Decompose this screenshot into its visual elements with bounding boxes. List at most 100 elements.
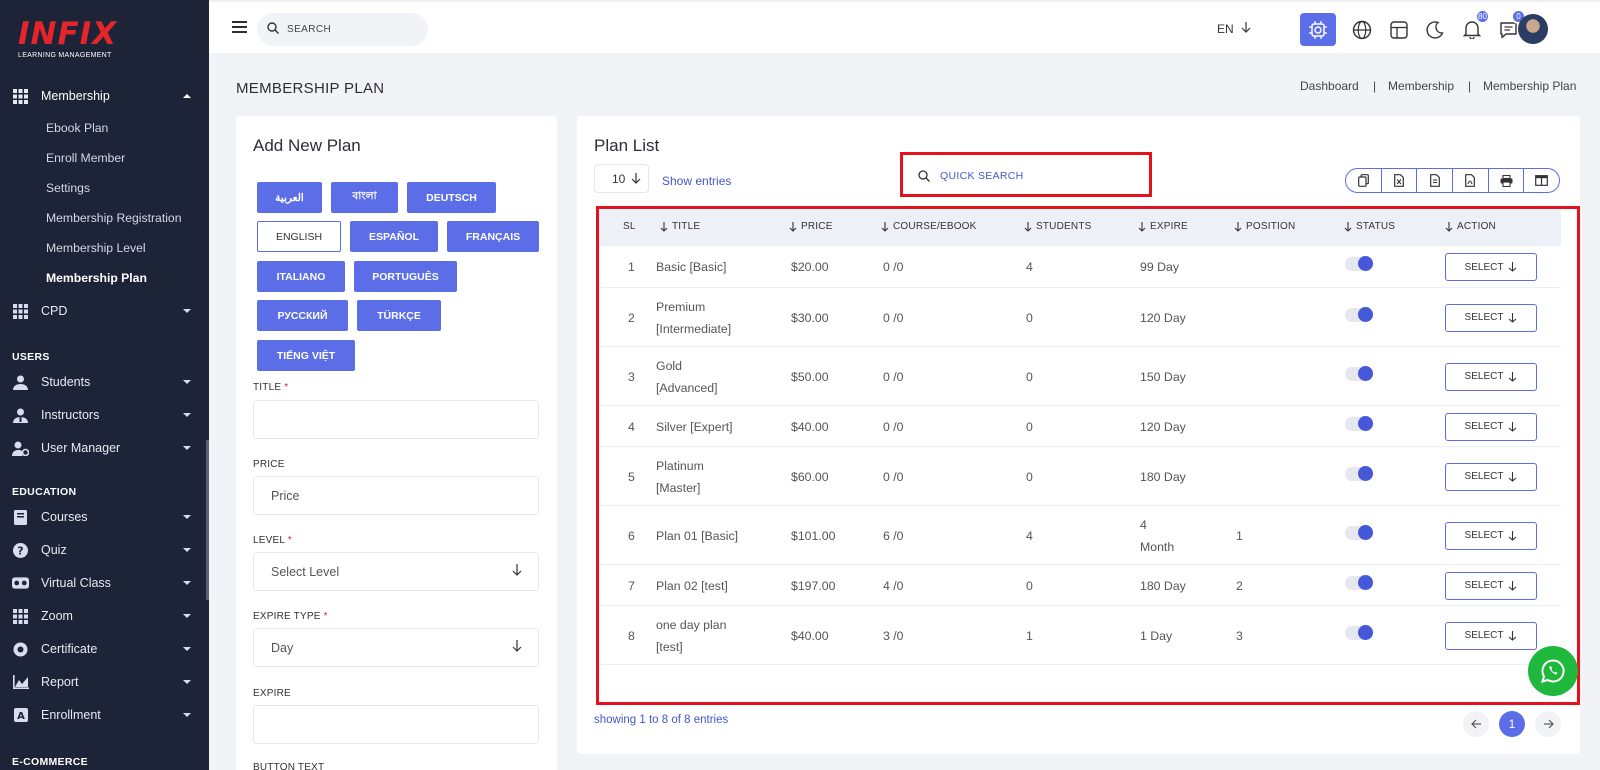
select-action-button[interactable]: SELECT [1445,412,1537,441]
csv-button[interactable] [1417,169,1454,192]
entries-select[interactable]: 10 [594,164,649,193]
lang-tab-turkce[interactable]: TÜRKÇE [357,300,441,331]
cpu-button[interactable] [1300,13,1336,46]
print-button[interactable] [1489,169,1525,192]
status-toggle[interactable] [1345,365,1373,381]
prev-page-button[interactable] [1463,711,1489,737]
chevron-down-icon [183,581,191,585]
expire-input[interactable] [253,705,539,744]
sidebar-item-virtual-class[interactable]: Virtual Class [0,568,206,598]
status-toggle[interactable] [1345,256,1373,271]
column-header[interactable]: TITLE [660,221,700,232]
sidebar-item-students[interactable]: Students [0,367,206,397]
select-action-button[interactable]: SELECT [1445,462,1537,491]
breadcrumb-separator: | [1373,79,1377,93]
language-select[interactable]: EN [1217,22,1251,36]
status-toggle[interactable] [1345,465,1373,481]
column-header[interactable]: STUDENTS [1024,221,1092,232]
sidebar-subitem-settings[interactable]: Settings [46,181,91,195]
chart-icon [12,674,29,691]
sidebar-item-enrollment[interactable]: A Enrollment [0,700,206,730]
lang-tab-francais[interactable]: FRANÇAIS [447,221,539,252]
lang-tab-espanol[interactable]: ESPAÑOL [350,221,438,252]
column-header[interactable]: STATUS [1344,221,1395,232]
sidebar-item-report[interactable]: Report [0,667,206,697]
status-toggle[interactable] [1345,624,1373,640]
layout-button[interactable] [1381,13,1417,46]
cell-price: $101.00 [791,528,836,543]
cell-expire: 180 Day [1140,578,1186,593]
page-button-current[interactable]: 1 [1499,711,1525,737]
sidebar-item-zoom[interactable]: Zoom [0,601,206,631]
notifications-button[interactable]: 80 [1454,9,1490,46]
globe-button[interactable] [1344,13,1380,46]
avatar[interactable] [1518,14,1548,44]
column-header[interactable]: SL [623,221,636,232]
columns-button[interactable] [1524,169,1559,192]
sidebar-subitem-enroll-member[interactable]: Enroll Member [46,151,126,165]
table-row [599,246,1561,288]
sidebar-item-courses[interactable]: Courses [0,502,206,532]
whatsapp-button[interactable] [1528,646,1578,696]
breadcrumb-membership[interactable]: Membership [1388,79,1455,93]
lang-tab-russian[interactable]: РУССКИЙ [257,300,348,331]
lang-tab-bangla[interactable]: বাংলা [331,182,398,213]
select-action-button[interactable]: SELECT [1445,253,1537,281]
select-action-button[interactable]: SELECT [1445,521,1537,550]
sidebar-item-cpd[interactable]: CPD [0,296,206,326]
breadcrumb-separator: | [1468,79,1472,93]
sidebar-item-instructors[interactable]: Instructors [0,400,206,430]
sidebar-subitem-membership-level[interactable]: Membership Level [46,241,146,255]
select-action-button[interactable]: SELECT [1445,362,1537,391]
lang-tab-italiano[interactable]: ITALIANO [257,261,345,292]
pdf-button[interactable] [1453,169,1489,192]
user-gear-icon [12,440,29,457]
level-select[interactable]: Select Level [253,552,539,591]
breadcrumb-dashboard[interactable]: Dashboard [1300,79,1359,93]
status-toggle[interactable] [1345,306,1373,322]
column-header[interactable]: POSITION [1234,221,1295,232]
sidebar-subitem-membership-plan[interactable]: Membership Plan [46,271,147,285]
search-box[interactable]: SEARCH [257,13,428,46]
status-toggle[interactable] [1345,574,1373,590]
sidebar-item-user-manager[interactable]: User Manager [0,433,206,463]
search-input[interactable]: SEARCH [287,24,332,35]
copy-button[interactable] [1346,169,1382,192]
status-toggle[interactable] [1345,524,1373,540]
sidebar-item-membership[interactable]: Membership [0,81,206,111]
hamburger-menu-icon[interactable] [232,21,247,33]
cell-expire: 120 Day [1140,310,1186,325]
arrow-down-icon [1509,371,1517,382]
sidebar-subitem-ebook-plan[interactable]: Ebook Plan [46,121,109,135]
cell-title: Platinum [Master] [656,458,704,495]
lang-tab-arabic[interactable]: العربية [257,182,322,213]
select-action-button[interactable]: SELECT [1445,303,1537,332]
excel-button[interactable] [1382,169,1418,192]
lang-tab-portugues[interactable]: PORTUGUÊS [354,261,457,292]
select-action-button[interactable]: SELECT [1445,571,1537,600]
select-action-button[interactable]: SELECT [1445,621,1537,650]
sidebar-item-label: Membership [41,89,110,103]
sidebar-subitem-membership-registration[interactable]: Membership Registration [46,211,182,225]
chevron-down-icon [183,446,191,450]
sidebar-scrollbar[interactable] [206,440,209,600]
sort-arrow-icon [660,221,668,232]
column-header[interactable]: ACTION [1445,221,1496,232]
column-header[interactable]: EXPIRE [1138,221,1188,232]
price-input[interactable]: Price [253,476,539,515]
logo[interactable]: INFIX LEARNING MANAGEMENT [18,18,117,59]
lang-tab-deutsch[interactable]: DEUTSCH [407,182,496,213]
dark-mode-button[interactable] [1417,13,1453,46]
quick-search-input[interactable]: QUICK SEARCH [940,170,1024,182]
expire-type-select[interactable]: Day [253,628,539,667]
sidebar-item-certificate[interactable]: Certificate [0,634,206,664]
next-page-button[interactable] [1535,711,1561,737]
column-header[interactable]: COURSE/EBOOK [881,221,977,232]
column-header[interactable]: PRICE [789,221,833,232]
sidebar-item-quiz[interactable]: ? Quiz [0,535,206,565]
title-input[interactable] [253,400,539,439]
lang-tab-english[interactable]: ENGLISH [257,221,341,252]
quick-search[interactable]: QUICK SEARCH [918,170,1024,182]
lang-tab-vietnamese[interactable]: TIẾNG VIỆT [257,340,355,371]
status-toggle[interactable] [1345,415,1373,431]
